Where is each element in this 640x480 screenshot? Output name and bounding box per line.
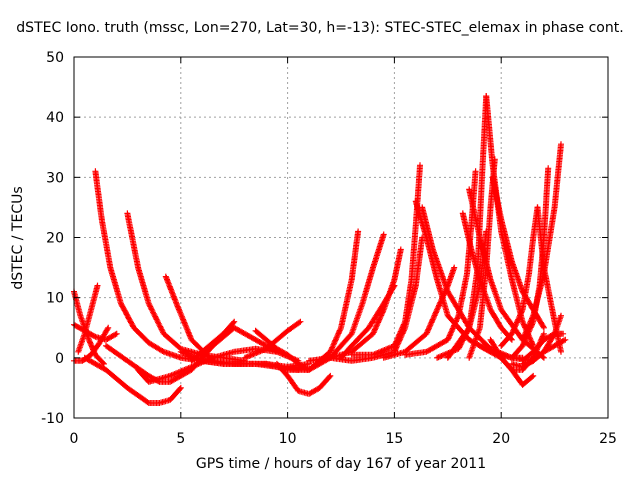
chart-title: dSTEC Iono. truth (mssc, Lon=270, Lat=30… xyxy=(16,20,624,36)
plot-frame xyxy=(73,56,609,419)
y-tick-label: 10 xyxy=(46,291,64,307)
data-series xyxy=(380,264,458,361)
data-series xyxy=(338,282,398,361)
data-series xyxy=(348,162,423,358)
data-series xyxy=(81,354,184,406)
y-tick-label: -10 xyxy=(41,411,64,427)
y-axis-label: dSTEC / TECUs xyxy=(10,186,26,290)
data-series xyxy=(71,321,120,343)
series-markers xyxy=(75,282,101,355)
data-series xyxy=(508,336,569,370)
x-tick-label: 5 xyxy=(176,431,185,447)
data-series xyxy=(75,282,101,355)
data-points xyxy=(71,93,569,406)
data-series xyxy=(124,210,248,364)
data-series xyxy=(241,318,304,361)
series-markers xyxy=(519,330,567,364)
x-tick-label: 20 xyxy=(492,431,510,447)
data-series xyxy=(434,93,490,361)
y-tick-label: 50 xyxy=(46,50,64,66)
data-series xyxy=(519,330,567,364)
series-markers xyxy=(348,162,423,358)
x-tick-label: 0 xyxy=(70,431,79,447)
y-tick-label: 20 xyxy=(46,231,64,247)
series-markers xyxy=(498,204,541,349)
y-tick-label: 30 xyxy=(46,170,64,186)
series-markers xyxy=(338,282,398,361)
y-tick-label: 0 xyxy=(55,351,64,367)
series-markers xyxy=(434,93,490,361)
series-markers xyxy=(519,141,564,343)
series-markers xyxy=(241,318,304,361)
series-markers xyxy=(71,321,120,343)
data-series xyxy=(284,231,387,373)
series-markers xyxy=(124,210,248,364)
series-markers xyxy=(81,354,184,406)
series-markers xyxy=(284,231,387,373)
x-tick-label: 25 xyxy=(599,431,617,447)
x-tick-label: 15 xyxy=(385,431,403,447)
x-axis-label: GPS time / hours of day 167 of year 2011 xyxy=(195,456,487,472)
series-markers xyxy=(508,336,569,370)
data-series xyxy=(498,204,541,349)
x-tick-label: 10 xyxy=(279,431,297,447)
y-tick-label: 40 xyxy=(46,110,64,126)
data-series xyxy=(519,141,564,343)
series-markers xyxy=(380,264,458,361)
